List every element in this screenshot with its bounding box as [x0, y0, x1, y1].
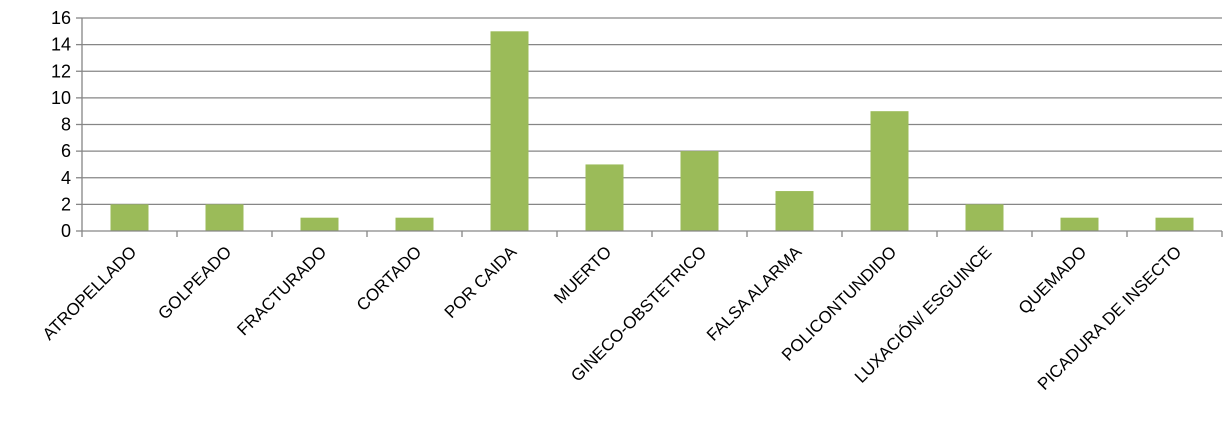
bar — [1155, 217, 1194, 231]
x-tick-label: FRACTURADO — [233, 242, 330, 339]
bar — [1060, 217, 1099, 231]
y-tick-label: 4 — [61, 168, 71, 188]
y-tick-label: 16 — [51, 8, 71, 28]
bar — [205, 204, 244, 231]
bar — [775, 191, 814, 231]
y-tick-label: 8 — [61, 115, 71, 135]
bar — [870, 111, 909, 231]
bars — [110, 31, 1194, 231]
y-tick-label: 12 — [51, 61, 71, 81]
y-tick-label: 10 — [51, 88, 71, 108]
y-tick-label: 2 — [61, 194, 71, 214]
bar — [395, 217, 434, 231]
x-tick-label: CORTADO — [353, 242, 425, 314]
x-tick-label: QUEMADO — [1015, 242, 1091, 318]
bar — [680, 151, 719, 231]
y-tick-label: 0 — [61, 221, 71, 241]
y-tick-label: 14 — [51, 35, 71, 55]
x-tick-label: POR CAIDA — [441, 242, 521, 322]
x-tick-label: GOLPEADO — [154, 242, 235, 323]
bar — [300, 217, 339, 231]
x-tick-label: FALSA ALARMA — [703, 242, 806, 345]
bar — [490, 31, 529, 231]
bar — [585, 164, 624, 231]
bar — [965, 204, 1004, 231]
x-tick-label: ATROPELLADO — [39, 242, 140, 343]
x-tick-label: MUERTO — [550, 242, 615, 307]
bar — [110, 204, 149, 231]
y-tick-label: 6 — [61, 141, 71, 161]
gridlines — [82, 17, 1222, 206]
y-axis-ticks: 0 2 4 6 8 10 12 14 16 — [51, 8, 82, 241]
